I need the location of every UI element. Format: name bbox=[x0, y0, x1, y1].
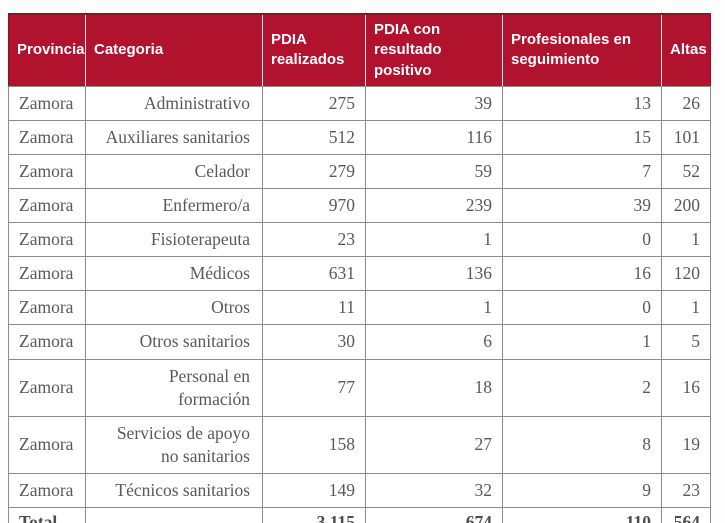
cell-pdia-positivo: 27 bbox=[365, 415, 503, 474]
table-row: Zamora Personal en formación 77 18 2 16 bbox=[8, 358, 711, 417]
cell-categoria: Otros bbox=[85, 290, 263, 326]
cell-altas: 19 bbox=[661, 415, 711, 474]
cell-categoria: Celador bbox=[85, 153, 263, 190]
table-row: Zamora Administrativo 275 39 13 26 bbox=[8, 85, 711, 121]
cell-pdia-positivo: 116 bbox=[365, 119, 503, 155]
cell-pdia-positivo: 239 bbox=[365, 188, 503, 224]
cell-pdia-positivo: 39 bbox=[365, 85, 503, 121]
cell-provincia: Zamora bbox=[8, 256, 86, 292]
cell-provincia: Zamora bbox=[8, 358, 86, 417]
table-row: Zamora Otros sanitarios 30 6 1 5 bbox=[8, 324, 711, 360]
table-row: Zamora Otros 11 1 0 1 bbox=[8, 290, 711, 326]
cell-altas: 120 bbox=[661, 256, 711, 292]
total-categoria-empty bbox=[85, 506, 263, 523]
cell-profesionales-seguimiento: 15 bbox=[502, 119, 662, 155]
cell-profesionales-seguimiento: 1 bbox=[502, 324, 662, 360]
cell-profesionales-seguimiento: 0 bbox=[502, 290, 662, 326]
cell-pdia-realizados: 631 bbox=[262, 256, 366, 292]
cell-pdia-realizados: 149 bbox=[262, 472, 366, 508]
header-row: Provincia Categoria PDIA realizados PDIA… bbox=[8, 12, 711, 87]
table-row: Zamora Enfermero/a 970 239 39 200 bbox=[8, 188, 711, 224]
cell-pdia-positivo: 59 bbox=[365, 153, 503, 190]
cell-categoria: Enfermero/a bbox=[85, 188, 263, 224]
cell-altas: 1 bbox=[661, 290, 711, 326]
cell-pdia-positivo: 1 bbox=[365, 290, 503, 326]
cell-provincia: Zamora bbox=[8, 188, 86, 224]
cell-altas: 16 bbox=[661, 358, 711, 417]
cell-provincia: Zamora bbox=[8, 85, 86, 121]
cell-provincia: Zamora bbox=[8, 472, 86, 508]
cell-categoria: Administrativo bbox=[85, 85, 263, 121]
column-header-profesionales-seguimiento: Profesionales en seguimiento bbox=[502, 12, 662, 87]
cell-altas: 1 bbox=[661, 222, 711, 258]
table-row: Zamora Fisioterapeuta 23 1 0 1 bbox=[8, 222, 711, 258]
total-pdia-positivo: 674 bbox=[365, 506, 503, 523]
cell-profesionales-seguimiento: 9 bbox=[502, 472, 662, 508]
column-header-altas: Altas bbox=[661, 12, 711, 87]
pdia-professionals-table: Provincia Categoria PDIA realizados PDIA… bbox=[8, 12, 711, 523]
cell-pdia-realizados: 11 bbox=[262, 290, 366, 326]
table-row: Zamora Servicios de apoyo no sanitarios … bbox=[8, 415, 711, 474]
cell-pdia-positivo: 1 bbox=[365, 222, 503, 258]
cell-categoria: Médicos bbox=[85, 256, 263, 292]
total-altas: 564 bbox=[661, 506, 711, 523]
cell-pdia-realizados: 970 bbox=[262, 188, 366, 224]
table-row: Zamora Celador 279 59 7 52 bbox=[8, 153, 711, 190]
cell-profesionales-seguimiento: 8 bbox=[502, 415, 662, 474]
cell-provincia: Zamora bbox=[8, 119, 86, 155]
total-row: Total 3.115 674 110 564 bbox=[8, 506, 711, 523]
cell-pdia-positivo: 6 bbox=[365, 324, 503, 360]
cell-pdia-realizados: 279 bbox=[262, 153, 366, 190]
cell-pdia-realizados: 30 bbox=[262, 324, 366, 360]
cell-categoria: Otros sanitarios bbox=[85, 324, 263, 360]
cell-profesionales-seguimiento: 2 bbox=[502, 358, 662, 417]
total-label: Total bbox=[8, 506, 86, 523]
cell-provincia: Zamora bbox=[8, 153, 86, 190]
cell-pdia-positivo: 18 bbox=[365, 358, 503, 417]
cell-categoria: Servicios de apoyo no sanitarios bbox=[85, 415, 263, 474]
table-row: Zamora Médicos 631 136 16 120 bbox=[8, 256, 711, 292]
column-header-pdia-positivo: PDIA con resultado positivo bbox=[365, 12, 503, 87]
table-row: Zamora Auxiliares sanitarios 512 116 15 … bbox=[8, 119, 711, 155]
cell-altas: 23 bbox=[661, 472, 711, 508]
cell-pdia-realizados: 275 bbox=[262, 85, 366, 121]
cell-pdia-positivo: 32 bbox=[365, 472, 503, 508]
column-header-provincia: Provincia bbox=[8, 12, 86, 87]
cell-categoria: Auxiliares sanitarios bbox=[85, 119, 263, 155]
cell-provincia: Zamora bbox=[8, 415, 86, 474]
cell-pdia-realizados: 158 bbox=[262, 415, 366, 474]
cell-altas: 200 bbox=[661, 188, 711, 224]
total-profesionales-seguimiento: 110 bbox=[502, 506, 662, 523]
cell-pdia-realizados: 77 bbox=[262, 358, 366, 417]
cell-categoria: Técnicos sanitarios bbox=[85, 472, 263, 508]
cell-pdia-realizados: 23 bbox=[262, 222, 366, 258]
cell-pdia-positivo: 136 bbox=[365, 256, 503, 292]
column-header-categoria: Categoria bbox=[85, 12, 263, 87]
cell-pdia-realizados: 512 bbox=[262, 119, 366, 155]
column-header-pdia-realizados: PDIA realizados bbox=[262, 12, 366, 87]
cell-altas: 101 bbox=[661, 119, 711, 155]
cell-altas: 5 bbox=[661, 324, 711, 360]
cell-profesionales-seguimiento: 39 bbox=[502, 188, 662, 224]
cell-provincia: Zamora bbox=[8, 290, 86, 326]
cell-altas: 52 bbox=[661, 153, 711, 190]
cell-categoria: Fisioterapeuta bbox=[85, 222, 263, 258]
cell-profesionales-seguimiento: 13 bbox=[502, 85, 662, 121]
table-row: Zamora Técnicos sanitarios 149 32 9 23 bbox=[8, 472, 711, 508]
cell-profesionales-seguimiento: 0 bbox=[502, 222, 662, 258]
cell-provincia: Zamora bbox=[8, 222, 86, 258]
table-body: Zamora Administrativo 275 39 13 26 Zamor… bbox=[8, 85, 711, 523]
total-pdia-realizados: 3.115 bbox=[262, 506, 366, 523]
table-header: Provincia Categoria PDIA realizados PDIA… bbox=[8, 12, 711, 87]
cell-categoria: Personal en formación bbox=[85, 358, 263, 417]
cell-profesionales-seguimiento: 16 bbox=[502, 256, 662, 292]
cell-altas: 26 bbox=[661, 85, 711, 121]
cell-profesionales-seguimiento: 7 bbox=[502, 153, 662, 190]
cell-provincia: Zamora bbox=[8, 324, 86, 360]
